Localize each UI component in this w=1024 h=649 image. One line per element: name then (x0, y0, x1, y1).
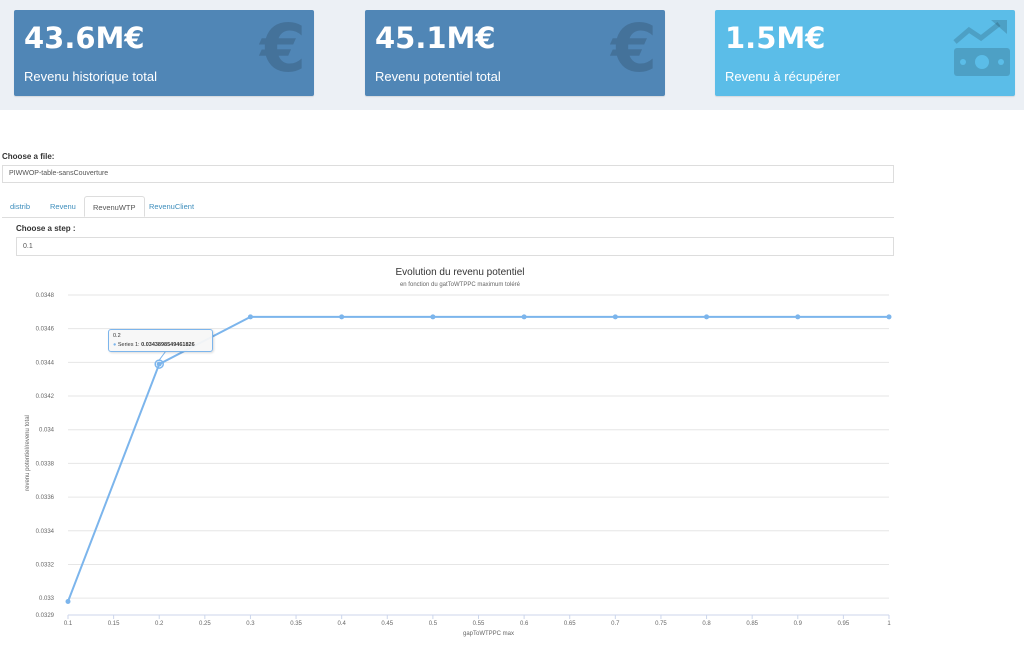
y-axis-title: revenu potentiel/revenu total (25, 415, 31, 491)
data-point (339, 314, 345, 320)
x-axis-title: gapToWTPPC max (463, 631, 514, 637)
y-tick-label: 0.034 (39, 428, 55, 434)
data-point (612, 314, 618, 320)
tooltip-value: 0.0343898549461826 (141, 342, 195, 348)
y-tick-label: 0.0336 (36, 495, 55, 501)
tab-revenu[interactable]: Revenu (50, 202, 76, 211)
y-tick-label: 0.0344 (36, 360, 55, 366)
x-tick-label: 0.3 (246, 621, 255, 627)
data-point (795, 314, 801, 320)
tooltip-series-name: Series 1: (117, 342, 140, 348)
y-tick-label: 0.0329 (36, 613, 55, 619)
tab-distrib[interactable]: distrib (10, 202, 31, 211)
x-tick-label: 0.15 (108, 621, 120, 627)
tab-revenuwtp[interactable]: RevenuWTP (84, 196, 145, 217)
x-tick-label: 0.6 (520, 621, 529, 627)
x-tick-label: 0.35 (290, 621, 302, 627)
y-tick-label: 0.0342 (36, 394, 55, 400)
euro-icon: € (260, 10, 306, 87)
kpi-value: 45.1M€ (375, 21, 496, 55)
y-tick-label: 0.0338 (36, 461, 55, 467)
x-tick-label: 0.65 (564, 621, 576, 627)
y-tick-label: 0.0334 (36, 529, 55, 535)
tooltip-x: 0.2 (113, 333, 121, 339)
tab-bar: distrib Revenu RevenuWTP RevenuClient (2, 196, 894, 218)
euro-icon: € (611, 10, 657, 87)
series-line (67, 315, 889, 602)
x-tick-label: 0.45 (381, 621, 393, 627)
money-trend-icon (953, 20, 1010, 76)
data-point (65, 599, 71, 605)
x-tick-label: 0.25 (199, 621, 211, 627)
line-chart: 0.0329 0.033 0.0332 0.0334 0.0336 0.0338 0.034… (25, 293, 892, 637)
x-tick-label: 0.4 (337, 621, 346, 627)
tooltip-series-marker: ● (113, 342, 117, 348)
x-tick-label: 0.95 (838, 621, 850, 627)
kpi-label: Revenu potentiel total (375, 69, 501, 84)
x-tick-label: 0.5 (429, 621, 438, 627)
kpi-revenue-to-recover: 1.5M€ Revenu à récupérer (715, 10, 1015, 96)
chart-title: Evolution du revenu potentiel (395, 267, 525, 278)
step-select[interactable]: 0.1 (16, 237, 894, 256)
x-tick-label: 0.8 (702, 621, 711, 627)
chart-tooltip: 0.2 ● Series 1: 0.0343898549461826 (108, 329, 213, 352)
x-tick-label: 0.75 (655, 621, 667, 627)
x-tick-label: 0.7 (611, 621, 620, 627)
data-point (156, 361, 162, 367)
chart-subtitle: en fonction du gatToWTPPC maximum toléré (399, 282, 521, 288)
data-point (521, 314, 527, 320)
y-tick-label: 0.0332 (36, 562, 55, 568)
file-select[interactable]: PIWWOP-table-sansCouverture (2, 165, 894, 183)
x-tick-label: 0.85 (746, 621, 758, 627)
tab-revenuclient[interactable]: RevenuClient (149, 202, 195, 211)
tooltip-pointer (158, 351, 166, 361)
kpi-historical-revenue: 43.6M€ Revenu historique total € (14, 10, 314, 96)
kpi-label: Revenu à récupérer (725, 69, 840, 84)
kpi-potential-revenue: 45.1M€ Revenu potentiel total € (365, 10, 665, 96)
kpi-value: 43.6M€ (24, 21, 145, 55)
file-select-label: Choose a file: (2, 152, 55, 161)
data-point (704, 314, 710, 320)
step-select-label: Choose a step : (16, 224, 76, 233)
kpi-label: Revenu historique total (24, 69, 157, 84)
y-tick-label: 0.0346 (36, 327, 55, 333)
data-point (430, 314, 436, 320)
data-point (247, 314, 253, 320)
kpi-value: 1.5M€ (725, 21, 826, 55)
x-tick-label: 0.2 (155, 621, 164, 627)
x-tick-label: 0.1 (64, 621, 73, 627)
x-tick-label: 0.9 (794, 621, 803, 627)
y-tick-label: 0.033 (39, 596, 55, 602)
y-tick-label: 0.0348 (36, 293, 55, 299)
data-point (886, 314, 892, 320)
x-tick-label: 0.55 (473, 621, 485, 627)
x-tick-label: 1 (887, 621, 891, 627)
